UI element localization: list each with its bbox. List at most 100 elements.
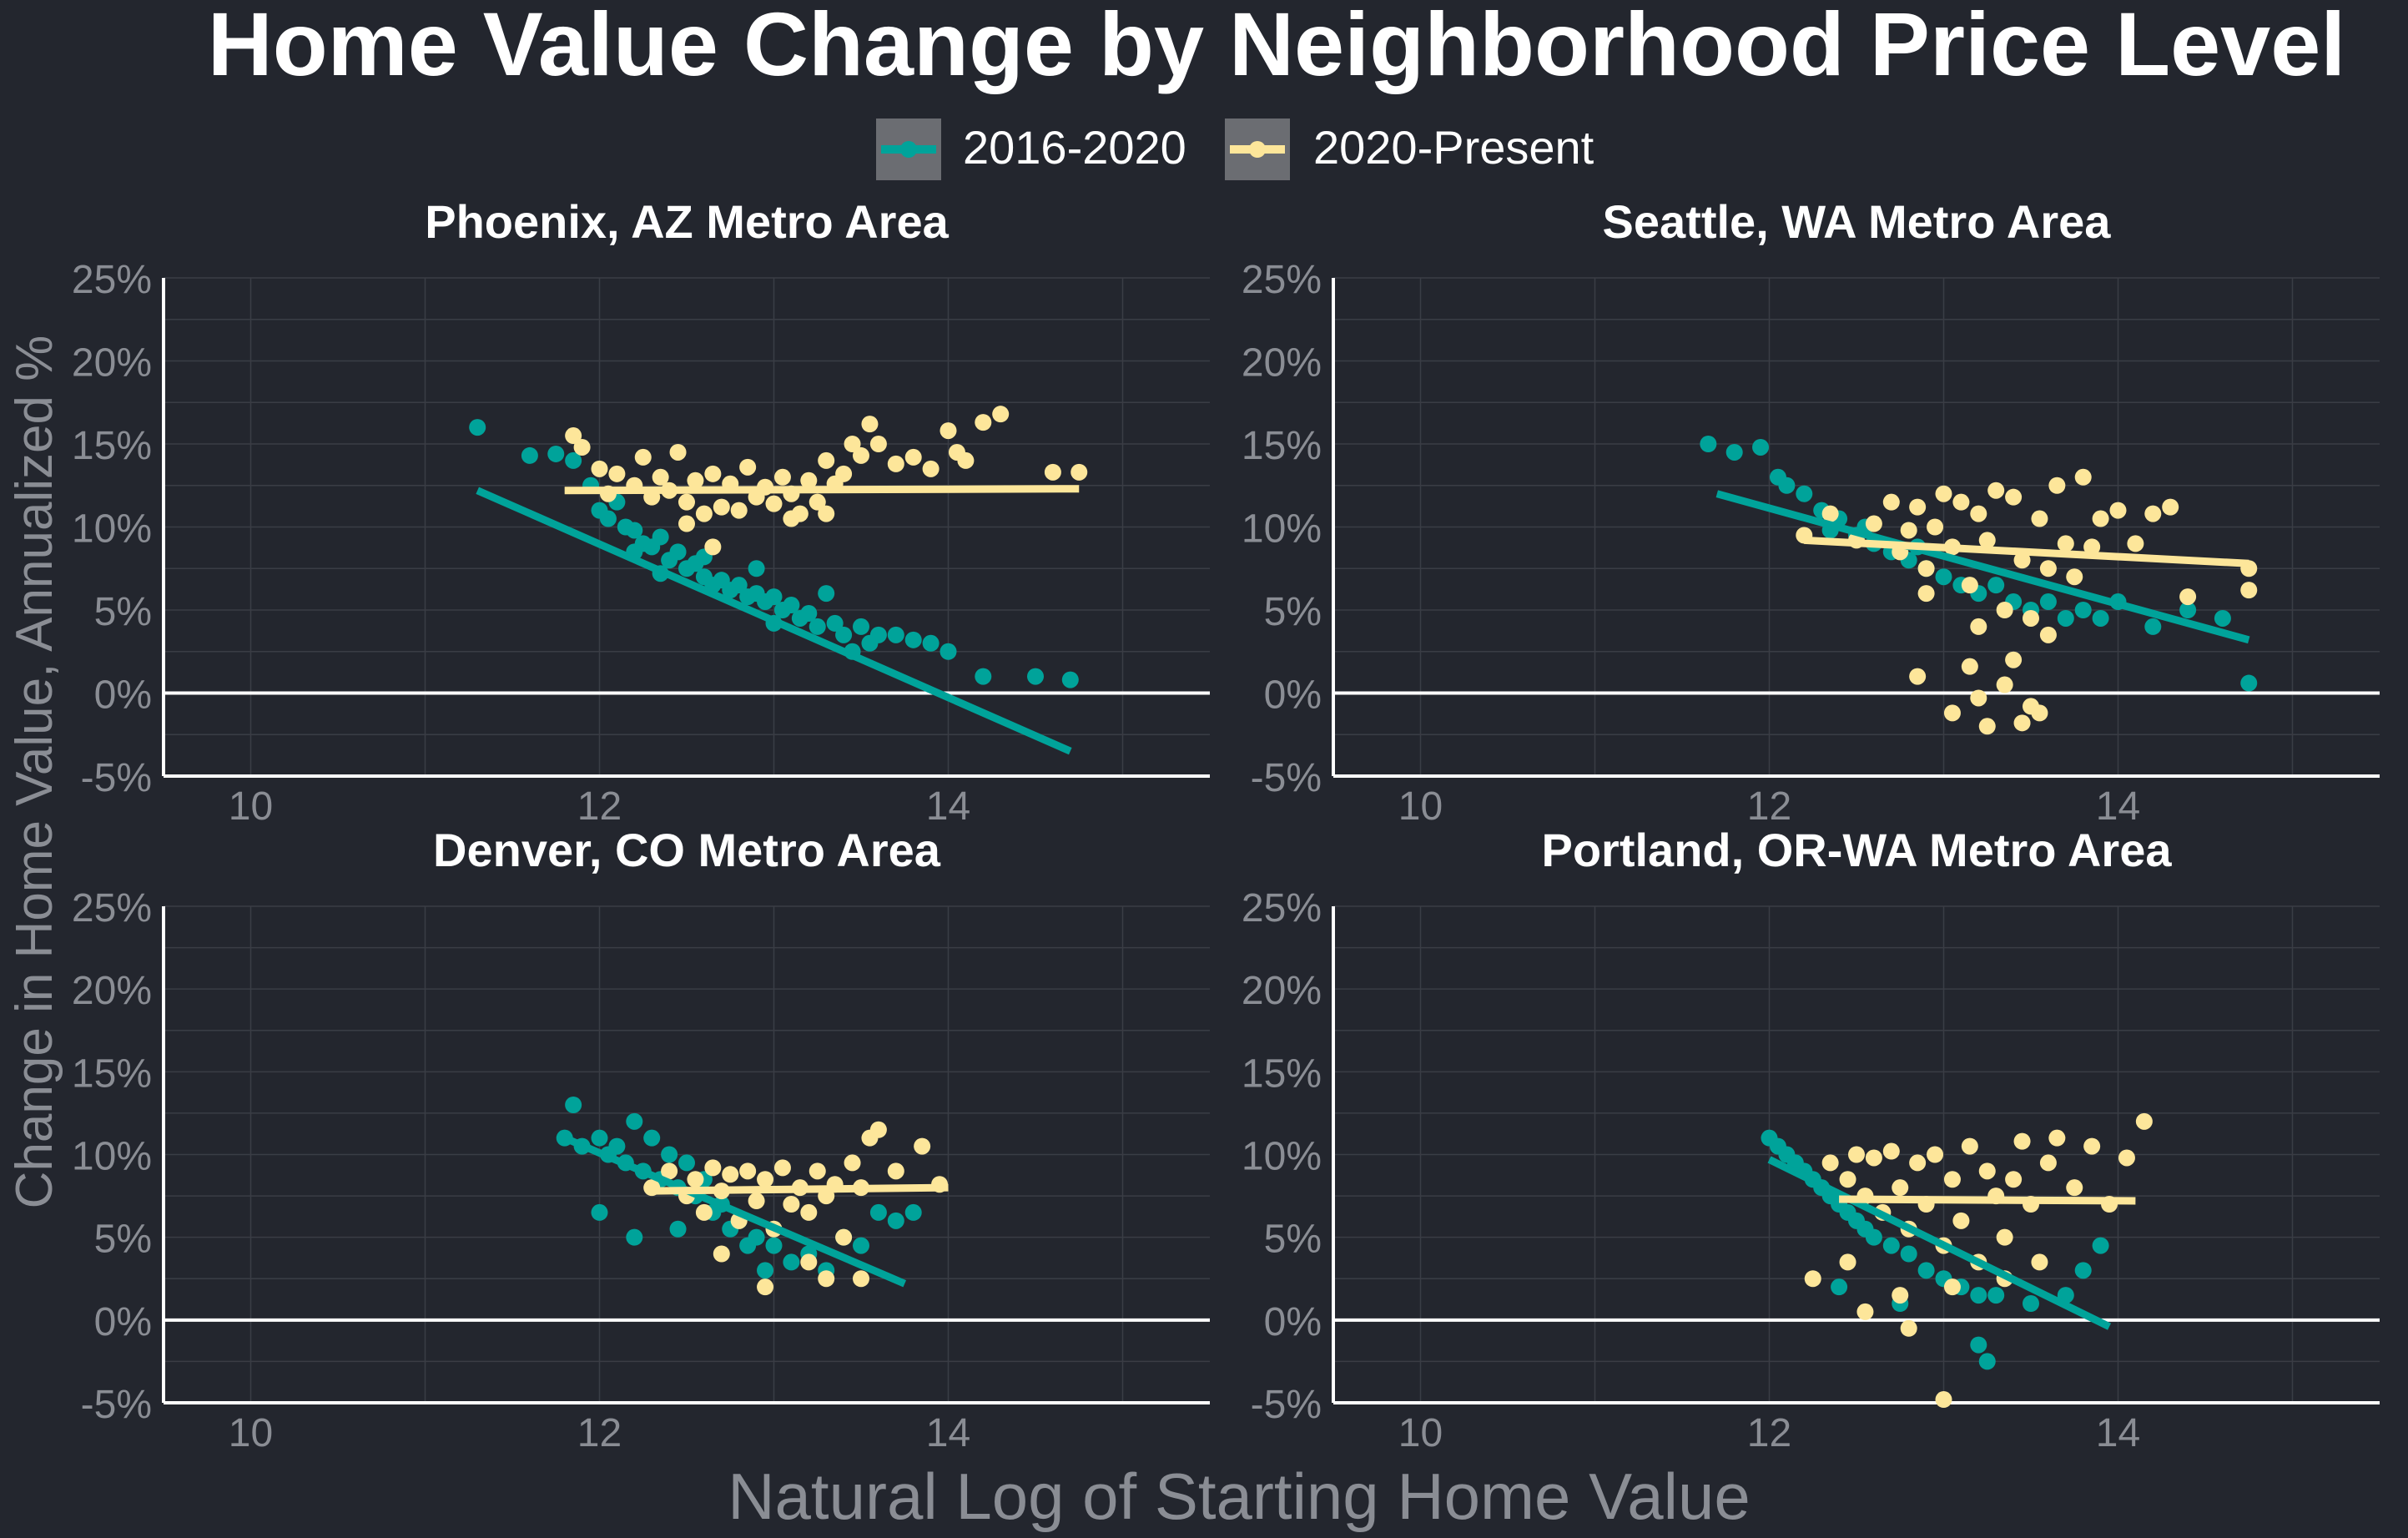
data-point [783, 510, 800, 527]
trend-line-2020-present [1804, 536, 2249, 567]
data-point [1961, 658, 1978, 675]
data-point [2023, 1295, 2039, 1312]
data-point [2031, 510, 2048, 527]
x-tick-label: 14 [926, 1411, 970, 1455]
data-point [835, 626, 853, 643]
data-point [1917, 585, 1935, 603]
y-tick-label: 15% [72, 1051, 152, 1096]
data-point [2074, 468, 2092, 486]
series-2020-present [1796, 468, 2258, 735]
data-point [757, 1171, 774, 1188]
data-point [1044, 463, 1061, 481]
data-point [2066, 568, 2083, 586]
data-point [773, 1159, 791, 1177]
data-point [835, 465, 853, 482]
data-point [1970, 1336, 1987, 1354]
data-point [1927, 1146, 1944, 1163]
x-tick-label: 10 [1398, 1411, 1443, 1455]
y-tick-label: 0% [1264, 673, 1322, 718]
y-tick-label: -5% [81, 1383, 152, 1427]
panel-denver-co-metro-area: Denver, CO Metro Area -5% 0% 5% 10% 15% 20% 25%… [72, 824, 1210, 1455]
data-point [757, 1262, 774, 1279]
data-point [887, 455, 904, 472]
data-point [809, 1162, 826, 1180]
data-point [2240, 582, 2258, 599]
y-tick-label: 10% [72, 1135, 152, 1179]
data-point [678, 515, 695, 532]
data-point [1752, 438, 1770, 456]
data-point [844, 1154, 861, 1172]
y-tick-label: 10% [72, 507, 152, 552]
data-point [695, 1203, 713, 1221]
data-point [2092, 609, 2109, 627]
data-point [2013, 1132, 2031, 1150]
data-point [1856, 1303, 1874, 1320]
y-axis-label: Change in Home Value, Annualized % [6, 335, 63, 1209]
data-point [1778, 477, 1796, 494]
data-point [1943, 704, 1961, 722]
y-tick-label: 20% [1242, 341, 1322, 386]
x-tick-label: 14 [2096, 1411, 2140, 1455]
data-point [2039, 560, 2057, 577]
data-point [2031, 1253, 2048, 1271]
data-point [922, 634, 940, 652]
data-point [469, 419, 486, 436]
data-point [1892, 1287, 1909, 1304]
data-point [722, 1166, 739, 1183]
data-point [1909, 668, 1927, 685]
x-tick-label: 10 [229, 784, 273, 829]
data-point [1970, 1287, 1987, 1304]
data-point [869, 1121, 887, 1138]
data-point [835, 1228, 853, 1246]
data-point [773, 468, 791, 486]
data-point [521, 446, 538, 464]
data-point [1978, 1353, 1996, 1370]
data-point [922, 460, 940, 477]
x-tick-label: 14 [2096, 784, 2140, 829]
trend-line-2016-2020 [1767, 1156, 2112, 1330]
data-point [565, 427, 582, 445]
data-point [1996, 1228, 2013, 1246]
data-point [1987, 577, 2005, 594]
data-point [757, 1278, 774, 1296]
data-point [661, 1146, 678, 1163]
data-point [783, 1253, 800, 1271]
data-point [2039, 1154, 2057, 1172]
data-point [818, 1270, 835, 1288]
data-point [626, 522, 643, 539]
data-point [904, 631, 922, 648]
data-point [1071, 463, 1088, 481]
data-point [1900, 1245, 1917, 1263]
data-point [1978, 718, 1996, 735]
data-point [1978, 532, 1996, 549]
data-point [669, 1220, 687, 1238]
data-point [2118, 1149, 2135, 1167]
data-point [1987, 1287, 2005, 1304]
data-point [2039, 593, 2057, 611]
data-point [1987, 482, 2005, 499]
data-point [853, 1237, 869, 1254]
data-point [1865, 1228, 1882, 1246]
data-point [1996, 602, 2013, 618]
data-point [1061, 671, 1079, 688]
data-point [1865, 515, 1882, 532]
data-point [573, 438, 591, 456]
data-point [1978, 1162, 1996, 1180]
chart-title: Home Value Change by Neighborhood Price … [208, 0, 2346, 94]
data-point [2127, 535, 2144, 552]
data-point [1882, 493, 1900, 511]
x-tick-label: 12 [577, 1411, 622, 1455]
data-point [2179, 588, 2197, 606]
data-point [687, 1171, 704, 1188]
data-point [2023, 609, 2039, 627]
data-point [844, 436, 861, 452]
y-tick-label: 0% [94, 1300, 152, 1344]
y-tick-label: -5% [1251, 756, 1322, 800]
legend-label-2016-2020: 2016-2020 [963, 121, 1186, 174]
data-point [1927, 518, 1944, 536]
data-point [1961, 1137, 1978, 1155]
panel-phoenix-az-metro-area: Phoenix, AZ Metro Area -5% 0% 5% 10% 15% 20% 25… [72, 195, 1210, 829]
trend-line-2020-present [564, 485, 1080, 495]
data-point [599, 510, 617, 527]
data-point [975, 668, 992, 685]
